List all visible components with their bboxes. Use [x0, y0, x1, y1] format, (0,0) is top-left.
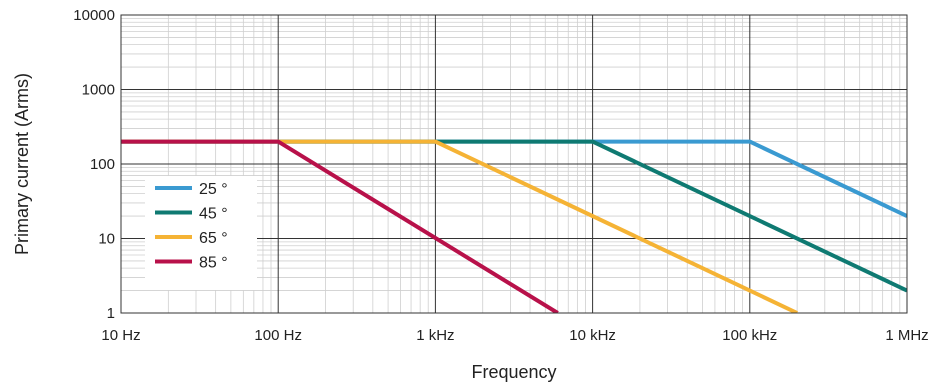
y-axis-title: Primary current (Arms): [12, 73, 32, 255]
y-tick-label: 10000: [73, 7, 115, 24]
series-lines: [121, 139, 907, 313]
x-tick-labels: 10 Hz 100 Hz 1 kHz 10 kHz 100 kHz 1 MHz: [101, 327, 928, 344]
x-tick-label: 100 kHz: [722, 327, 777, 344]
legend-label: 45 °: [199, 206, 228, 223]
x-tick-label: 100 Hz: [254, 327, 302, 344]
legend-box: [145, 176, 257, 290]
y-tick-label: 1: [107, 305, 115, 322]
x-tick-label: 1 MHz: [885, 327, 928, 344]
legend-label: 25 °: [199, 181, 228, 198]
legend: 25 ° 45 ° 65 ° 85 °: [145, 176, 257, 290]
legend-label: 65 °: [199, 230, 228, 247]
plot-frame: [120, 14, 908, 314]
y-tick-label: 10: [98, 231, 115, 248]
y-tick-label: 1000: [82, 82, 115, 99]
series-line-4: [121, 139, 559, 313]
x-tick-label: 10 Hz: [101, 327, 140, 344]
y-tick-labels: 1 10 100 1000 10000: [73, 7, 115, 322]
x-tick-label: 1 kHz: [416, 327, 454, 344]
x-axis-title: Frequency: [471, 362, 556, 382]
legend-label: 85 °: [199, 255, 228, 272]
x-tick-label: 10 kHz: [569, 327, 616, 344]
y-tick-label: 100: [90, 156, 115, 173]
